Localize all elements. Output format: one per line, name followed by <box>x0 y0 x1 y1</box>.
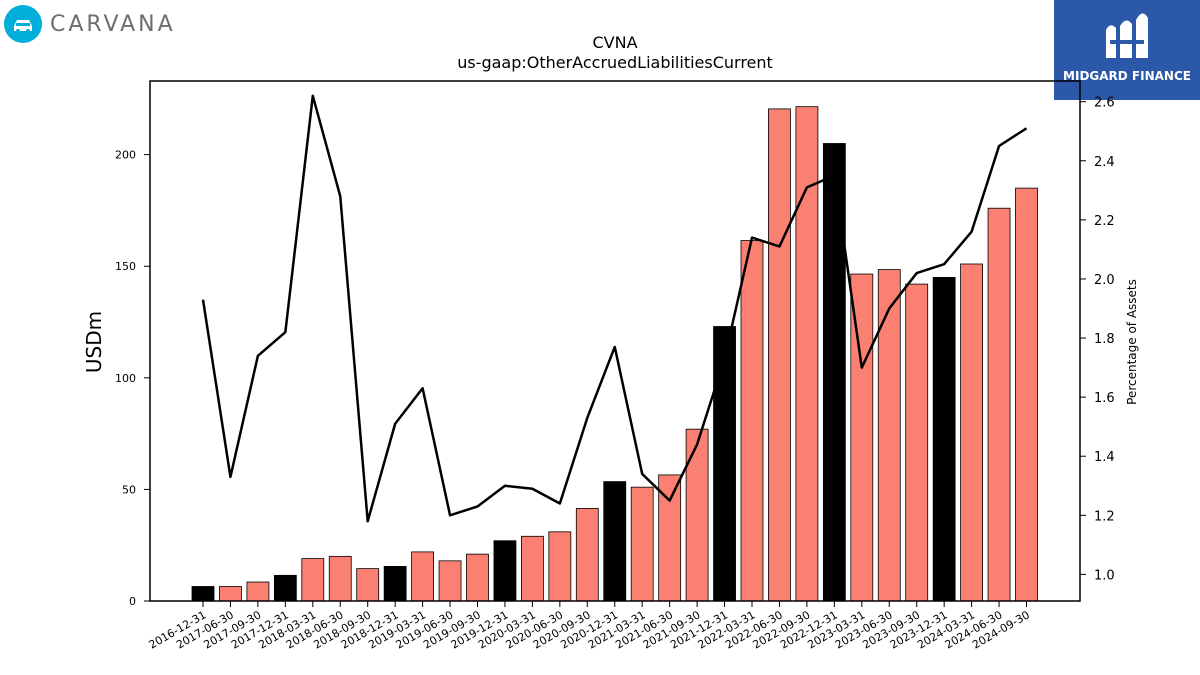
bar <box>438 560 462 602</box>
bar <box>493 540 517 602</box>
y2-tick-label: 2.4 <box>1094 155 1115 170</box>
y-tick-label: 150 <box>115 260 136 273</box>
y-axis-label: USDm <box>82 311 106 373</box>
y2-tick-label: 2.2 <box>1094 214 1115 229</box>
bar <box>850 273 874 602</box>
chart-subtitle: us-gaap:OtherAccruedLiabilitiesCurrent <box>457 53 773 72</box>
bar <box>383 566 407 602</box>
midgard-finance-logo: MIDGARD FINANCE <box>1054 0 1200 100</box>
chart-title: CVNA <box>592 33 637 52</box>
y2-tick-label: 1.0 <box>1094 568 1115 583</box>
bar <box>932 276 956 602</box>
carvana-logo-text: CARVANA <box>50 11 176 37</box>
bar <box>219 586 242 602</box>
bar <box>1015 187 1038 602</box>
y2-tick-label: 1.8 <box>1094 332 1115 347</box>
bar <box>987 207 1011 602</box>
bar <box>603 481 627 602</box>
bar <box>713 326 736 602</box>
bar <box>877 269 901 602</box>
y2-axis-label: Percentage of Assets <box>1125 279 1139 405</box>
series-line <box>201 94 1028 523</box>
bar <box>768 108 791 602</box>
bar <box>740 240 764 602</box>
bar <box>411 551 435 602</box>
bar <box>521 535 544 602</box>
bar <box>191 586 215 602</box>
bar <box>795 106 819 602</box>
y-tick-label: 100 <box>115 372 136 385</box>
carvana-logo: CARVANA <box>4 4 176 44</box>
midgard-emblem-icon <box>1106 13 1148 59</box>
bar <box>630 486 654 602</box>
y2-tick-label: 1.2 <box>1094 509 1115 524</box>
y2-tick-label: 1.4 <box>1094 450 1115 465</box>
bar <box>356 568 380 602</box>
bar <box>905 283 929 602</box>
midgard-logo-text: MIDGARD FINANCE <box>1063 69 1191 83</box>
y2-tick-label: 2.0 <box>1094 273 1115 288</box>
bar <box>822 143 846 602</box>
y-tick-label: 200 <box>115 149 136 162</box>
bar <box>301 558 325 602</box>
y-tick-label: 50 <box>122 483 136 496</box>
bar <box>548 531 572 602</box>
bar <box>246 581 270 602</box>
y2-tick-label: 2.6 <box>1094 96 1115 111</box>
bar <box>466 553 489 602</box>
bar <box>960 263 983 602</box>
bar <box>273 574 297 602</box>
bar <box>328 555 352 602</box>
y2-tick-label: 1.6 <box>1094 391 1115 406</box>
car-icon <box>4 5 42 43</box>
y-tick-label: 0 <box>129 595 136 608</box>
bar <box>575 507 599 602</box>
bar <box>685 428 709 602</box>
